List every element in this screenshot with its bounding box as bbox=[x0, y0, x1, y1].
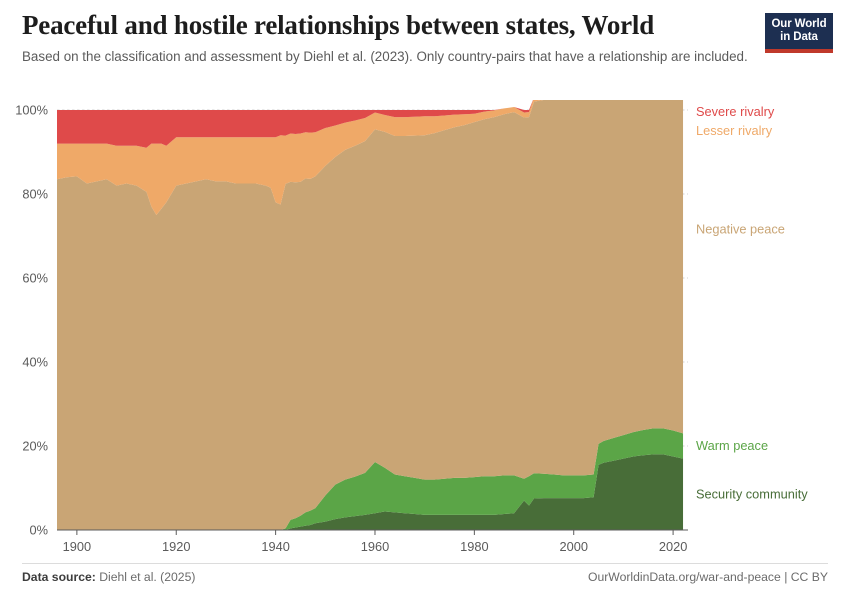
chart-svg: 0% 20% 40% 60% 80% 100% 1900 1920 1940 1960 1980 20… bbox=[15, 100, 808, 554]
area-series-severe-rivalry[interactable] bbox=[57, 100, 683, 148]
y-axis-tick-label: 0% bbox=[30, 523, 49, 538]
x-axis-tick-label: 1980 bbox=[460, 539, 488, 554]
x-axis-tick-label: 1900 bbox=[63, 539, 91, 554]
y-axis-tick-label: 100% bbox=[15, 103, 48, 118]
data-source-value: Diehl et al. (2025) bbox=[99, 570, 196, 584]
area-series-warm-peace[interactable] bbox=[57, 428, 684, 530]
stacked-area-chart[interactable]: 0% 20% 40% 60% 80% 100% 1900 1920 1940 1960 1980 20… bbox=[0, 100, 850, 555]
data-source: Data source: Diehl et al. (2025) bbox=[22, 570, 195, 584]
x-axis-tick-label: 1960 bbox=[361, 539, 389, 554]
area-series-security-community[interactable] bbox=[57, 454, 684, 530]
legend-label-security-community[interactable]: Security community bbox=[696, 486, 808, 501]
page-title: Peaceful and hostile relationships betwe… bbox=[22, 10, 655, 40]
y-axis-tick-label: 60% bbox=[22, 271, 48, 286]
y-axis-tick-label: 20% bbox=[22, 439, 48, 454]
legend-label-negative-peace[interactable]: Negative peace bbox=[696, 222, 785, 237]
source-url-license[interactable]: OurWorldinData.org/war-and-peace | CC BY bbox=[587, 570, 828, 584]
logo-line-2: in Data bbox=[780, 31, 818, 43]
chart-header: Peaceful and hostile relationships betwe… bbox=[22, 10, 762, 67]
y-axis-tick-label: 80% bbox=[22, 187, 48, 202]
legend-label-lesser-rivalry[interactable]: Lesser rivalry bbox=[696, 123, 773, 138]
area-series-lesser-rivalry[interactable] bbox=[57, 100, 683, 215]
logo-line-1: Our World bbox=[771, 18, 827, 31]
x-axis-tick-label: 1920 bbox=[162, 539, 190, 554]
legend-label-warm-peace[interactable]: Warm peace bbox=[696, 438, 768, 453]
area-series-negative-peace[interactable] bbox=[57, 100, 684, 530]
y-axis-tick-label: 40% bbox=[22, 355, 48, 370]
data-source-label: Data source: bbox=[22, 570, 96, 584]
x-axis-tick-label: 2020 bbox=[659, 539, 687, 554]
chart-subtitle: Based on the classification and assessme… bbox=[22, 49, 748, 65]
x-axis-tick-label: 1940 bbox=[261, 539, 289, 554]
x-axis-tick-label: 2000 bbox=[559, 539, 587, 554]
our-world-in-data-logo[interactable]: Our World in Data bbox=[765, 13, 833, 53]
chart-footer: Data source: Diehl et al. (2025) OurWorl… bbox=[22, 570, 828, 584]
legend-label-severe-rivalry[interactable]: Severe rivalry bbox=[696, 104, 775, 119]
footer-divider bbox=[22, 563, 828, 564]
